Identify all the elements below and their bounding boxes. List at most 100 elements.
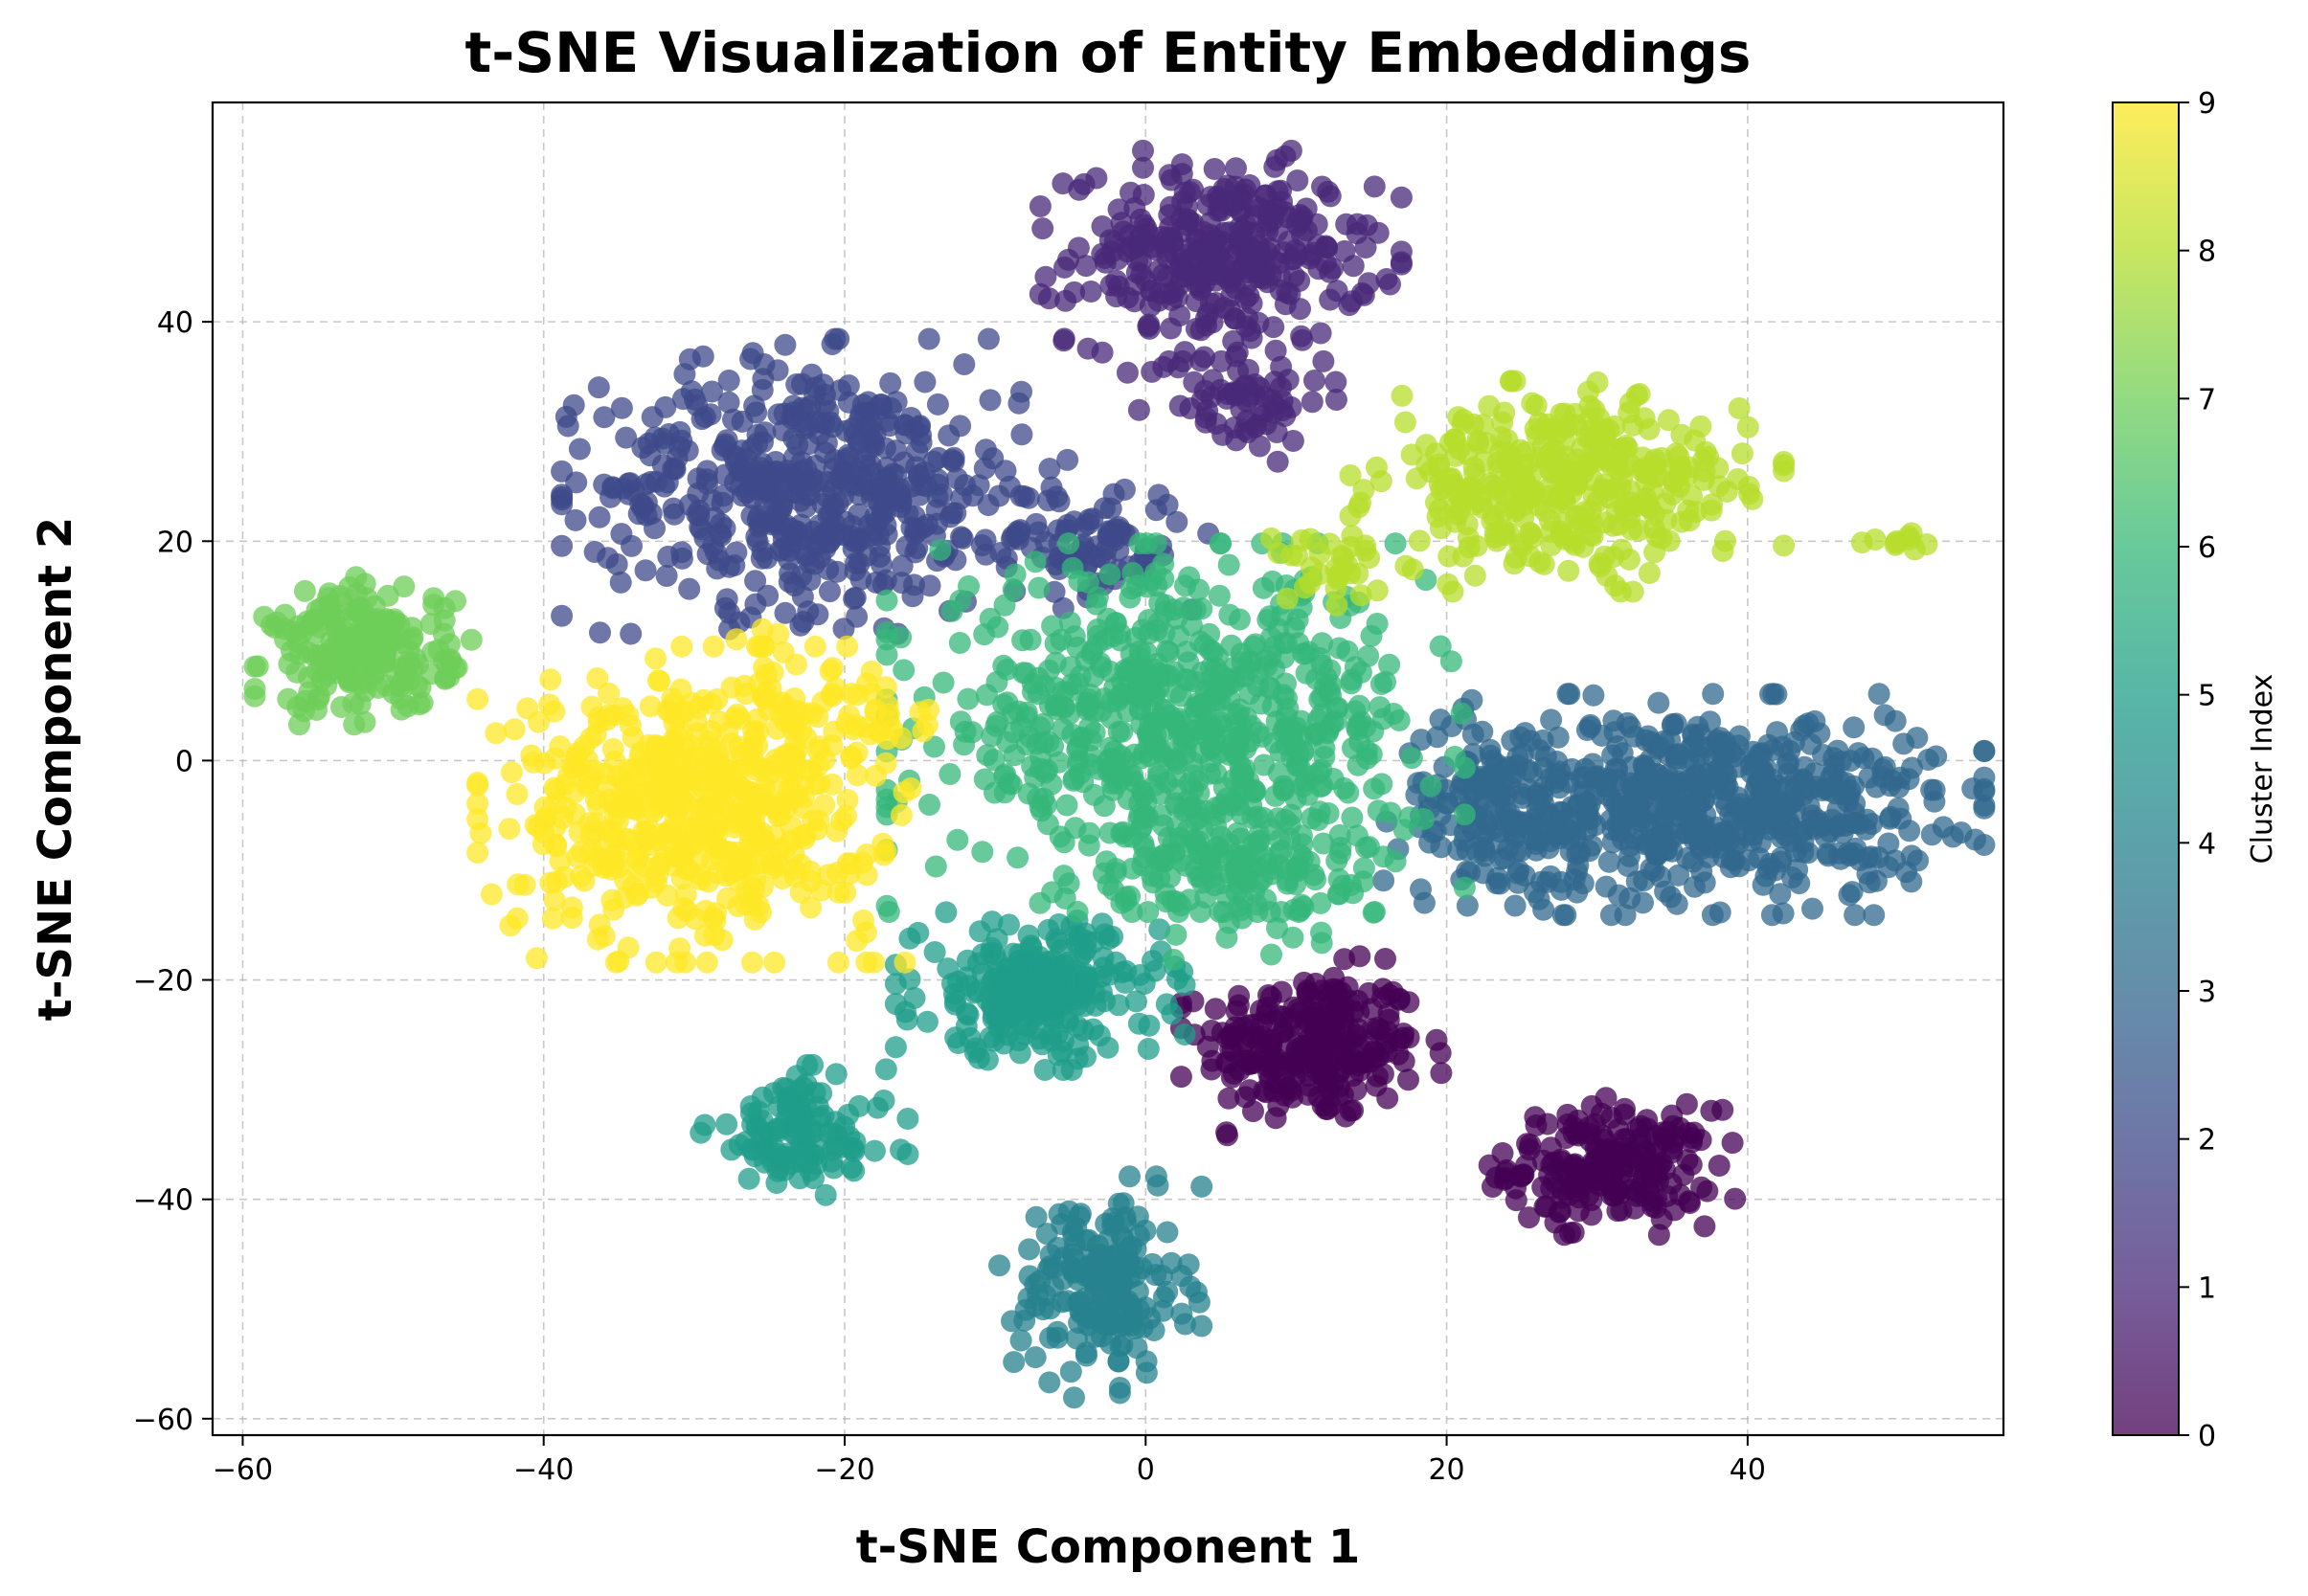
scatter-point — [678, 577, 701, 600]
scatter-point — [840, 745, 863, 768]
scatter-point — [1130, 660, 1153, 683]
scatter-point — [1188, 630, 1211, 653]
scatter-point — [1657, 409, 1680, 432]
scatter-point — [699, 403, 722, 426]
scatter-point — [875, 643, 898, 666]
scatter-point — [871, 500, 894, 522]
scatter-point — [949, 710, 972, 733]
scatter-point — [1384, 532, 1407, 555]
scatter-point — [597, 547, 620, 570]
scatter-point — [1128, 532, 1151, 555]
scatter-point — [1390, 186, 1413, 209]
scatter-point — [1157, 826, 1180, 849]
scatter-point — [1689, 415, 1712, 438]
scatter-point — [755, 681, 778, 704]
scatter-point — [1279, 139, 1302, 162]
scatter-point — [1858, 871, 1881, 894]
scatter-point — [1024, 551, 1047, 573]
scatter-point — [1309, 891, 1332, 914]
x-tick-label: −40 — [513, 1453, 574, 1487]
scatter-point — [1566, 448, 1589, 471]
scatter-point — [1662, 483, 1684, 506]
scatter-point — [823, 457, 846, 480]
scatter-point — [1693, 460, 1716, 483]
scatter-point — [1701, 904, 1724, 927]
scatter-point — [1606, 735, 1629, 758]
y-tick-label: −40 — [133, 1184, 193, 1218]
scatter-point — [1619, 755, 1642, 778]
scatter-point — [593, 406, 616, 429]
scatter-point — [1200, 1058, 1223, 1081]
scatter-point — [1456, 860, 1479, 883]
scatter-point — [1132, 156, 1154, 179]
scatter-point — [466, 842, 489, 864]
scatter-point — [732, 778, 755, 801]
scatter-point — [907, 463, 930, 486]
scatter-point — [1066, 738, 1089, 761]
scatter-point — [1413, 808, 1436, 830]
scatter-point — [1413, 891, 1436, 914]
scatter-point — [1289, 298, 1311, 321]
scatter-point — [1401, 558, 1424, 581]
scatter-point — [1551, 904, 1574, 927]
scatter-point — [944, 993, 966, 1016]
scatter-point — [1799, 732, 1822, 755]
scatter-point — [1663, 1199, 1686, 1222]
scatter-point — [1304, 868, 1326, 891]
scatter-point — [634, 559, 657, 582]
scatter-point — [1256, 609, 1279, 631]
scatter-point — [744, 570, 767, 593]
scatter-point — [1113, 478, 1136, 501]
scatter-point — [1258, 236, 1281, 259]
scatter-point — [774, 333, 797, 356]
colorbar-tick-label: 7 — [2198, 383, 2216, 416]
scatter-point — [1228, 726, 1251, 749]
scatter-point — [598, 682, 621, 705]
scatter-point — [710, 512, 733, 535]
scatter-point — [766, 780, 789, 803]
scatter-point — [1069, 946, 1092, 969]
scatter-point — [1731, 442, 1754, 465]
scatter-point — [1224, 743, 1247, 766]
scatter-point — [568, 438, 591, 461]
scatter-point — [924, 855, 947, 878]
scatter-point — [1363, 175, 1386, 198]
scatter-point — [799, 759, 822, 782]
scatter-point — [848, 1094, 871, 1117]
scatter-point — [586, 794, 609, 816]
scatter-point — [1212, 221, 1235, 244]
scatter-point — [740, 505, 763, 528]
scatter-point — [865, 571, 888, 594]
scatter-point — [1224, 1022, 1247, 1045]
scatter-point — [1392, 819, 1415, 842]
scatter-point — [912, 720, 935, 743]
scatter-point — [1665, 772, 1688, 795]
scatter-point — [1175, 797, 1198, 820]
scatter-point — [565, 471, 588, 494]
scatter-point — [1313, 1070, 1336, 1093]
scatter-point — [942, 446, 965, 469]
scatter-point — [1265, 421, 1288, 443]
scatter-point — [673, 363, 696, 386]
scatter-point — [956, 949, 979, 972]
scatter-point — [1322, 257, 1345, 280]
scatter-point — [1625, 384, 1648, 407]
scatter-point — [944, 1026, 967, 1049]
scatter-point — [1489, 440, 1512, 463]
scatter-point — [907, 921, 930, 944]
scatter-point — [1034, 265, 1057, 288]
scatter-point — [746, 831, 769, 854]
scatter-point — [1667, 864, 1690, 887]
scatter-point — [344, 599, 367, 622]
scatter-point — [871, 393, 893, 416]
scatter-point — [1550, 1179, 1573, 1202]
scatter-point — [1858, 766, 1881, 789]
scatter-point — [752, 635, 775, 658]
scatter-point — [900, 516, 923, 539]
scatter-point — [1010, 990, 1033, 1013]
scatter-point — [607, 809, 629, 832]
scatter-point — [1101, 625, 1123, 648]
scatter-point — [1486, 866, 1509, 889]
scatter-point — [1531, 1176, 1554, 1199]
scatter-point — [1105, 285, 1128, 308]
